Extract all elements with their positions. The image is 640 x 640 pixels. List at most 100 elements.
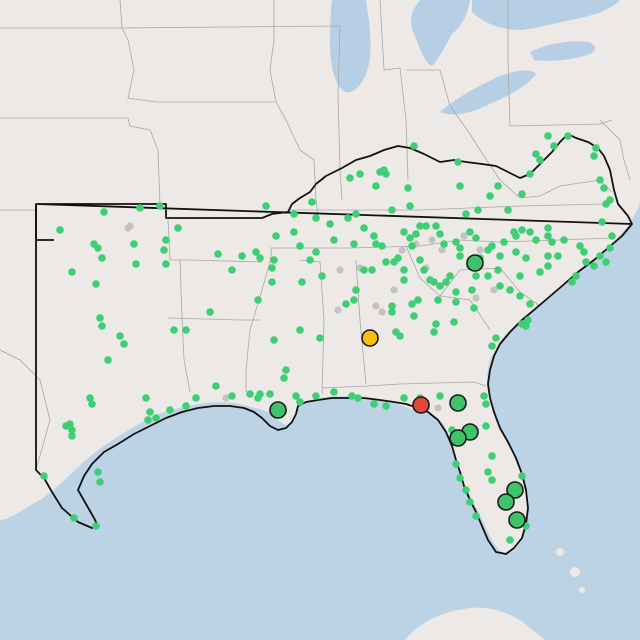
minor-site-green-dot[interactable] [606, 244, 614, 252]
minor-site-green-dot[interactable] [494, 182, 502, 190]
minor-site-green-dot[interactable] [500, 238, 508, 246]
minor-site-green-dot[interactable] [416, 222, 424, 230]
minor-site-green-dot[interactable] [170, 326, 178, 334]
minor-site-green-dot[interactable] [442, 278, 450, 286]
minor-site-green-dot[interactable] [162, 236, 170, 244]
minor-site-green-dot[interactable] [382, 402, 390, 410]
minor-site-green-dot[interactable] [602, 258, 610, 266]
minor-site-green-dot[interactable] [162, 260, 170, 268]
minor-site-green-dot[interactable] [62, 422, 70, 430]
minor-site-green-dot[interactable] [466, 228, 474, 236]
minor-site-green-dot[interactable] [100, 208, 108, 216]
minor-site-green-dot[interactable] [382, 170, 390, 178]
minor-site-green-dot[interactable] [360, 224, 368, 232]
minor-site-green-dot[interactable] [544, 252, 552, 260]
minor-site-green-dot[interactable] [554, 252, 562, 260]
minor-site-green-dot[interactable] [532, 236, 540, 244]
minor-site-gray-dot[interactable] [398, 246, 406, 254]
minor-site-green-dot[interactable] [166, 406, 174, 414]
minor-site-green-dot[interactable] [496, 282, 504, 290]
minor-site-green-dot[interactable] [352, 210, 360, 218]
minor-site-green-dot[interactable] [486, 192, 494, 200]
minor-site-green-dot[interactable] [568, 278, 576, 286]
minor-site-green-dot[interactable] [174, 224, 182, 232]
minor-site-green-dot[interactable] [306, 256, 314, 264]
minor-site-green-dot[interactable] [408, 300, 416, 308]
minor-site-green-dot[interactable] [596, 176, 604, 184]
minor-site-green-dot[interactable] [316, 334, 324, 342]
minor-site-green-dot[interactable] [456, 252, 464, 260]
minor-site-green-dot[interactable] [526, 170, 534, 178]
minor-site-green-dot[interactable] [488, 342, 496, 350]
minor-site-green-dot[interactable] [370, 232, 378, 240]
minor-site-green-dot[interactable] [92, 522, 100, 530]
minor-site-green-dot[interactable] [430, 328, 438, 336]
minor-site-green-dot[interactable] [272, 232, 280, 240]
minor-site-green-dot[interactable] [522, 254, 530, 262]
minor-site-green-dot[interactable] [290, 210, 298, 218]
minor-site-green-dot[interactable] [462, 210, 470, 218]
minor-site-green-dot[interactable] [214, 250, 222, 258]
minor-site-green-dot[interactable] [548, 238, 556, 246]
minor-site-green-dot[interactable] [400, 266, 408, 274]
minor-site-green-dot[interactable] [580, 248, 588, 256]
minor-site-green-dot[interactable] [282, 366, 290, 374]
minor-site-green-dot[interactable] [536, 268, 544, 276]
minor-site-green-dot[interactable] [516, 292, 524, 300]
minor-site-green-dot[interactable] [296, 326, 304, 334]
minor-site-green-dot[interactable] [330, 388, 338, 396]
minor-site-green-dot[interactable] [592, 144, 600, 152]
minor-site-green-dot[interactable] [454, 158, 462, 166]
minor-site-green-dot[interactable] [388, 206, 396, 214]
minor-site-green-dot[interactable] [474, 206, 482, 214]
minor-site-green-dot[interactable] [360, 266, 368, 274]
minor-site-green-dot[interactable] [266, 390, 274, 398]
minor-site-green-dot[interactable] [270, 256, 278, 264]
minor-site-green-dot[interactable] [146, 408, 154, 416]
minor-site-green-dot[interactable] [290, 228, 298, 236]
minor-site-gray-dot[interactable] [472, 294, 480, 302]
minor-site-green-dot[interactable] [416, 256, 424, 264]
minor-site-green-dot[interactable] [516, 272, 524, 280]
minor-site-green-dot[interactable] [518, 226, 526, 234]
minor-site-green-dot[interactable] [404, 184, 412, 192]
minor-site-green-dot[interactable] [488, 476, 496, 484]
minor-site-green-dot[interactable] [344, 214, 352, 222]
minor-site-green-dot[interactable] [370, 400, 378, 408]
minor-site-green-dot[interactable] [550, 142, 558, 150]
minor-site-green-dot[interactable] [536, 156, 544, 164]
minor-site-green-dot[interactable] [256, 390, 264, 398]
minor-site-gray-dot[interactable] [434, 404, 442, 412]
minor-site-green-dot[interactable] [526, 300, 534, 308]
minor-site-green-dot[interactable] [206, 308, 214, 316]
minor-site-green-dot[interactable] [356, 170, 364, 178]
minor-site-green-dot[interactable] [436, 282, 444, 290]
minor-site-green-dot[interactable] [468, 286, 476, 294]
minor-site-green-dot[interactable] [472, 512, 480, 520]
minor-site-green-dot[interactable] [292, 392, 300, 400]
minor-site-green-dot[interactable] [228, 266, 236, 274]
minor-site-green-dot[interactable] [378, 242, 386, 250]
minor-site-green-dot[interactable] [600, 184, 608, 192]
minor-site-green-dot[interactable] [342, 300, 350, 308]
minor-site-green-dot[interactable] [318, 272, 326, 280]
minor-site-green-dot[interactable] [564, 132, 572, 140]
minor-site-gray-dot[interactable] [222, 394, 230, 402]
minor-site-green-dot[interactable] [524, 316, 532, 324]
minor-site-green-dot[interactable] [544, 224, 552, 232]
minor-site-green-dot[interactable] [590, 152, 598, 160]
minor-site-green-dot[interactable] [410, 312, 418, 320]
minor-site-green-dot[interactable] [228, 392, 236, 400]
minor-site-gray-dot[interactable] [390, 286, 398, 294]
minor-site-gray-dot[interactable] [460, 232, 468, 240]
minor-site-green-dot[interactable] [382, 258, 390, 266]
minor-site-green-dot[interactable] [572, 272, 580, 280]
minor-site-gray-dot[interactable] [334, 306, 342, 314]
minor-site-green-dot[interactable] [400, 276, 408, 284]
minor-site-green-dot[interactable] [40, 472, 48, 480]
minor-site-green-dot[interactable] [312, 392, 320, 400]
minor-site-green-dot[interactable] [436, 230, 444, 238]
minor-site-green-dot[interactable] [92, 280, 100, 288]
minor-site-green-dot[interactable] [136, 204, 144, 212]
